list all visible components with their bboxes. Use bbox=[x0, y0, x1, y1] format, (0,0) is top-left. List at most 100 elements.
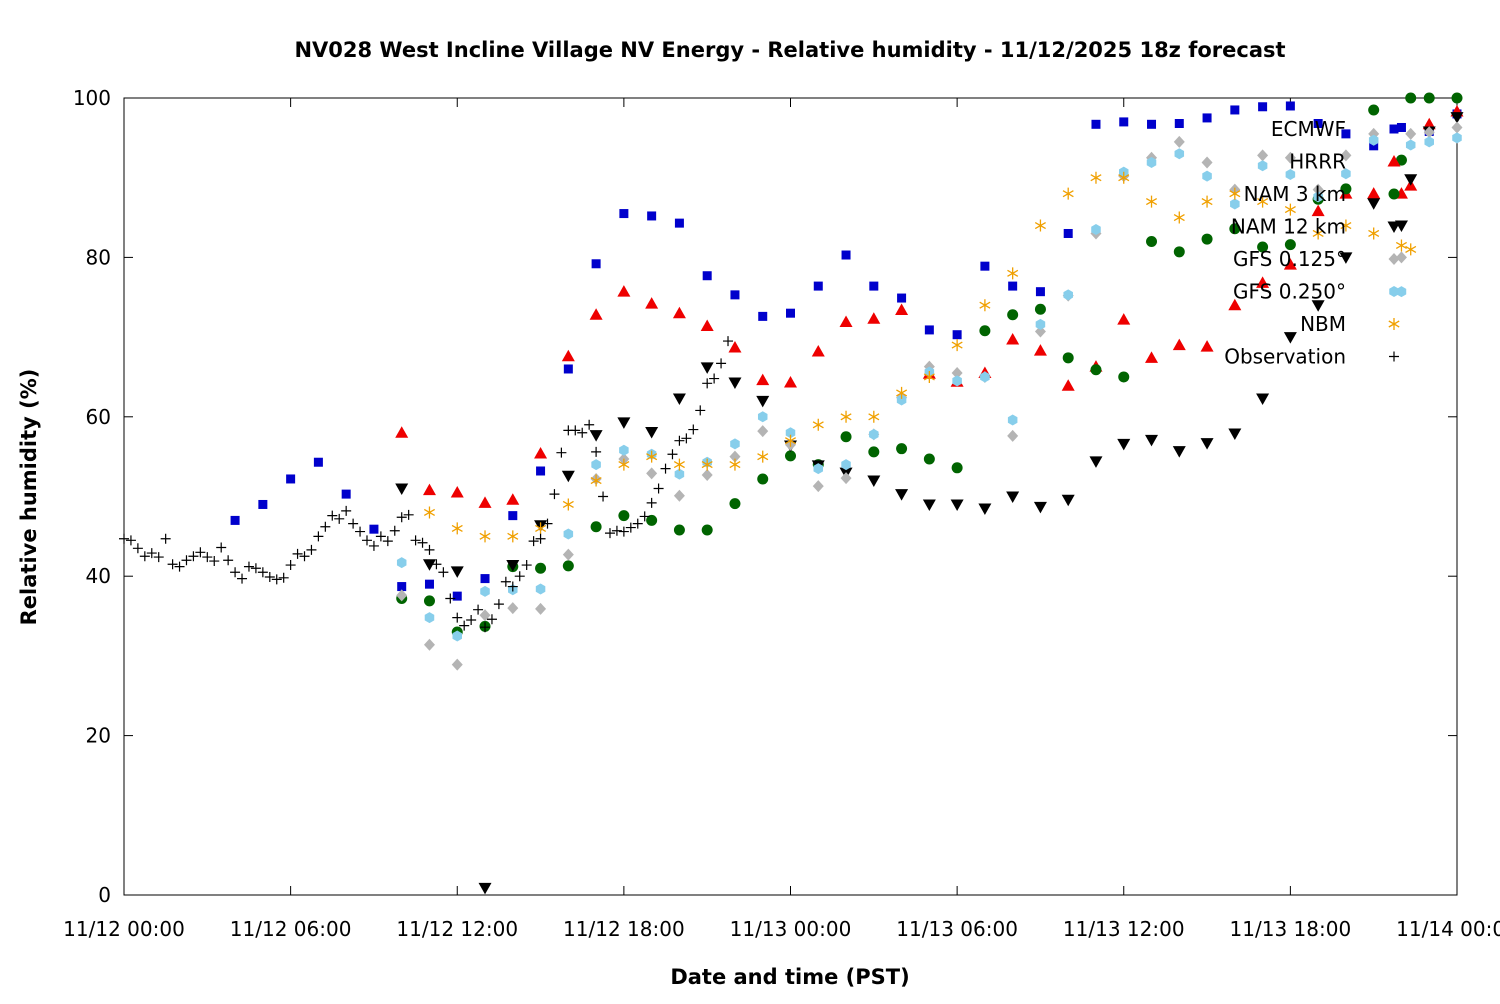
data-point bbox=[1202, 113, 1212, 123]
data-point bbox=[701, 468, 713, 481]
data-point bbox=[867, 312, 881, 324]
data-point bbox=[723, 336, 734, 347]
data-point bbox=[431, 559, 442, 570]
data-point bbox=[422, 483, 436, 496]
legend-marker bbox=[1389, 351, 1399, 362]
data-point bbox=[980, 371, 990, 383]
data-point bbox=[867, 475, 881, 488]
data-point bbox=[897, 293, 907, 303]
data-point bbox=[618, 458, 630, 471]
data-point bbox=[1257, 160, 1268, 172]
data-point bbox=[1284, 151, 1296, 164]
data-point bbox=[951, 462, 963, 474]
data-point bbox=[561, 470, 575, 483]
data-point bbox=[1311, 300, 1325, 312]
data-point bbox=[702, 271, 712, 281]
legend-marker bbox=[1388, 253, 1400, 265]
data-point bbox=[577, 427, 588, 438]
legend-label: ECMWF bbox=[1271, 117, 1346, 141]
data-point bbox=[1201, 156, 1213, 169]
data-point bbox=[1368, 134, 1379, 146]
data-point bbox=[979, 299, 991, 312]
legend-label: Observation bbox=[1224, 345, 1346, 369]
data-point bbox=[1404, 174, 1418, 186]
data-point bbox=[757, 473, 769, 485]
data-point bbox=[730, 438, 740, 450]
data-point bbox=[257, 567, 268, 578]
data-point bbox=[375, 531, 386, 542]
data-point bbox=[1312, 227, 1324, 240]
data-point bbox=[1395, 154, 1407, 166]
data-point bbox=[195, 547, 206, 558]
axis-ticks: 11/12 00:00 11/12 06:00 11/12 12:00 11/12 1… bbox=[63, 86, 1500, 941]
x-tick-label: 11/14 00:00 bbox=[1396, 917, 1500, 941]
data-point bbox=[716, 358, 727, 369]
data-point bbox=[1118, 371, 1130, 383]
legend-marker bbox=[1389, 124, 1399, 134]
data-point bbox=[243, 561, 254, 572]
data-point bbox=[895, 489, 909, 501]
data-point bbox=[590, 521, 602, 533]
data-point bbox=[756, 395, 770, 408]
data-point bbox=[1119, 117, 1129, 127]
data-point bbox=[681, 433, 692, 444]
data-point bbox=[611, 525, 622, 536]
data-point bbox=[396, 589, 408, 602]
data-point bbox=[811, 344, 825, 357]
legend-marker bbox=[1389, 286, 1399, 297]
data-point bbox=[202, 552, 213, 563]
data-point bbox=[1339, 252, 1353, 264]
data-point bbox=[1257, 149, 1269, 162]
data-point bbox=[450, 486, 464, 498]
data-point bbox=[1006, 332, 1020, 345]
data-point bbox=[653, 483, 664, 494]
series-ecmwf bbox=[230, 101, 1462, 601]
data-point bbox=[209, 556, 220, 567]
data-point bbox=[1007, 267, 1019, 280]
data-point bbox=[1340, 219, 1352, 232]
data-point bbox=[1034, 325, 1046, 338]
data-point bbox=[285, 560, 296, 571]
data-point bbox=[869, 281, 879, 291]
data-point bbox=[1200, 340, 1214, 352]
data-point bbox=[591, 259, 601, 269]
data-point bbox=[521, 560, 532, 571]
data-point bbox=[923, 453, 935, 465]
data-point bbox=[812, 480, 824, 493]
data-point bbox=[1091, 224, 1101, 235]
data-point bbox=[341, 505, 352, 516]
data-point bbox=[313, 531, 324, 542]
data-point bbox=[1201, 195, 1213, 208]
data-point bbox=[812, 418, 824, 431]
data-point bbox=[1285, 169, 1296, 181]
data-point bbox=[535, 522, 547, 535]
data-point bbox=[424, 579, 434, 589]
data-point bbox=[1452, 132, 1462, 144]
data-point bbox=[672, 306, 686, 319]
y-tick-label: 60 bbox=[86, 405, 111, 429]
data-point bbox=[1341, 168, 1351, 180]
data-point bbox=[396, 512, 407, 523]
data-point bbox=[702, 378, 713, 389]
data-point bbox=[167, 559, 178, 570]
data-point bbox=[728, 340, 742, 353]
data-point bbox=[459, 620, 470, 631]
data-point bbox=[514, 571, 525, 582]
data-point bbox=[841, 250, 851, 260]
data-point bbox=[841, 459, 851, 471]
data-point bbox=[1405, 243, 1417, 256]
data-point bbox=[757, 411, 768, 423]
data-point bbox=[361, 535, 372, 546]
y-tick-label: 100 bbox=[73, 86, 111, 110]
data-point bbox=[1369, 141, 1379, 151]
data-point bbox=[1340, 149, 1352, 162]
data-point bbox=[840, 431, 852, 443]
data-point bbox=[493, 599, 504, 610]
data-point bbox=[701, 524, 713, 536]
data-point bbox=[160, 533, 171, 544]
data-point bbox=[980, 261, 990, 271]
data-point bbox=[1145, 351, 1159, 363]
legend-marker bbox=[1388, 188, 1400, 200]
x-axis-label: Date and time (PST) bbox=[670, 965, 909, 989]
